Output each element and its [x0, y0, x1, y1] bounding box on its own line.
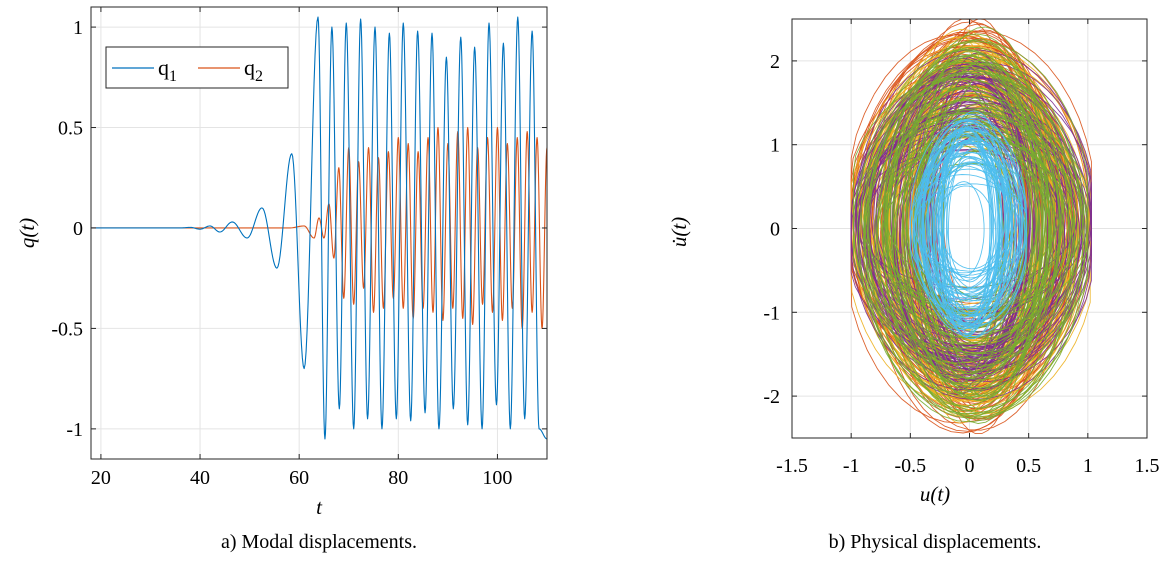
trajectory-loop	[909, 174, 1020, 291]
y-tick-label: -2	[763, 386, 780, 408]
trajectory-loop	[916, 139, 1011, 299]
x-axis-label-b: u(t)	[920, 482, 950, 506]
trajectory-loop	[859, 61, 1079, 414]
trajectory-series	[853, 26, 1089, 424]
ticks-b: -1.5 -1 -0.5 0 0.5 1 1.5 -2 -1 0 1 2	[763, 19, 1160, 477]
trajectory-loop	[946, 122, 998, 330]
legend-label-main: q	[158, 55, 169, 80]
y-tick-label: 0.5	[58, 118, 83, 140]
trajectory-loop	[909, 119, 1023, 318]
trajectory-loop	[940, 110, 1009, 317]
trajectory-loop	[884, 55, 1036, 366]
trajectory-loop	[894, 122, 1044, 356]
trajectory-loop	[937, 122, 993, 324]
legend: q1 q2	[105, 46, 289, 89]
x-tick-label: 60	[289, 467, 309, 489]
y-tick-label: 2	[770, 51, 780, 73]
trajectory-loop	[906, 73, 1063, 358]
series-a	[91, 16, 547, 440]
y-tick-label: -1	[763, 302, 780, 324]
trajectory-loop	[895, 138, 1071, 333]
y-tick-label: 1	[770, 135, 780, 157]
x-axis-label-a: t	[316, 495, 323, 519]
caption-b: b) Physical displacements.	[829, 531, 1042, 553]
legend-label-sub: 1	[169, 68, 177, 85]
y-tick-label: 0	[770, 219, 780, 241]
series-line-q2	[91, 126, 547, 329]
y-tick-label: 1	[73, 17, 83, 39]
y-axis-label-b: u̇(t)	[667, 217, 691, 247]
x-tick-label: 1.5	[1135, 455, 1160, 477]
trajectory-loop	[909, 156, 1017, 314]
x-tick-label: -1.5	[776, 455, 808, 477]
trajectory-loop	[853, 109, 1076, 344]
legend-label-main: q	[244, 55, 255, 80]
trajectory-loop	[923, 132, 1000, 319]
y-tick-label: 0	[73, 218, 83, 240]
trajectory-loop	[937, 162, 1007, 270]
legend-label-q2: q2	[244, 55, 263, 85]
trajectory-loop	[873, 96, 1084, 380]
trajectory-loop	[903, 33, 1050, 401]
trajectory-loop	[921, 63, 1037, 424]
x-tick-label: -1	[843, 455, 860, 477]
trajectory-loop	[875, 135, 1076, 354]
trajectory-loop	[860, 112, 1085, 312]
trajectory-loop	[864, 108, 1089, 360]
axes-box-a	[90, 6, 548, 460]
x-tick-label: -0.5	[894, 455, 926, 477]
x-tick-label: 80	[388, 467, 408, 489]
y-tick-label: -0.5	[51, 318, 83, 340]
x-tick-label: 40	[190, 467, 210, 489]
x-tick-label: 100	[482, 467, 512, 489]
trajectory-loop	[932, 163, 1010, 279]
modal-displacements-chart: 20 40 60 80 100-1-0.500.51 q1 q2 t q(t) a) Mo…	[15, 6, 548, 553]
trajectory-loop	[863, 77, 1062, 379]
x-tick-label: 20	[91, 467, 111, 489]
legend-label-sub: 2	[255, 68, 263, 85]
trajectory-loop	[860, 58, 1091, 415]
series-line-q1	[91, 16, 547, 440]
y-tick-label: -1	[66, 419, 83, 441]
x-tick-label: 0	[965, 455, 975, 477]
trajectory-loop	[864, 59, 1073, 423]
y-axis-label-a: q(t)	[15, 218, 39, 248]
legend-label-q1: q1	[158, 55, 177, 85]
trajectory-loop	[887, 85, 1051, 373]
trajectory-loop	[947, 147, 1000, 314]
trajectory-loop	[918, 118, 1027, 322]
x-tick-label: 1	[1083, 455, 1093, 477]
trajectory-loop	[912, 97, 1028, 379]
trajectory-loop	[865, 48, 1068, 402]
caption-a: a) Modal displacements.	[221, 531, 417, 553]
trajectory-loop	[863, 41, 1089, 409]
ticks-a: 20 40 60 80 100 -1 -0.5 0 0.5 1	[51, 7, 547, 489]
trajectory-loop	[855, 76, 1084, 361]
x-tick-label: 0.5	[1016, 455, 1041, 477]
trajectory-loop	[913, 165, 1012, 295]
physical-displacements-chart: -1.5 -1 -0.5 0 0.5 1 1.5 -2 -1 0 1 2 u(t) u̇(t) b) …	[667, 18, 1160, 553]
trajectory-series	[909, 110, 1027, 340]
trajectory-loop	[889, 49, 1040, 387]
trajectory-loop	[926, 151, 1012, 302]
trajectory-loop	[853, 87, 1061, 364]
series-b	[850, 19, 1092, 435]
